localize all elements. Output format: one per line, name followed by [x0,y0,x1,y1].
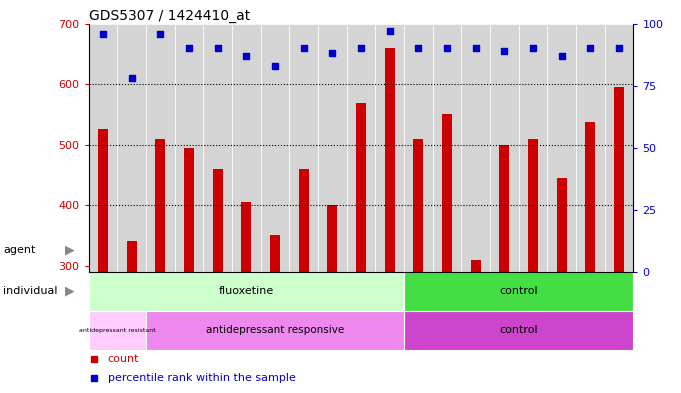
Text: GDS5307 / 1424410_at: GDS5307 / 1424410_at [89,9,250,22]
Bar [241,202,251,272]
Bar [375,24,404,272]
Point [212,45,223,51]
Point [384,28,395,34]
Text: individual: individual [3,286,58,296]
Point [270,62,281,69]
Point [155,30,165,37]
Bar [127,241,137,272]
Bar [385,48,394,272]
Point [499,48,510,54]
Bar [614,87,624,272]
Bar [442,114,452,272]
Point [97,30,108,37]
Point [413,45,424,51]
Bar [155,139,165,272]
Point [89,375,99,381]
Point [298,45,309,51]
Bar [212,169,223,272]
Point [441,45,452,51]
Text: agent: agent [3,244,36,255]
Text: count: count [108,354,139,364]
Point [528,45,539,51]
Bar [356,103,366,272]
Bar [89,272,404,311]
Bar [404,311,633,350]
Bar [89,24,117,272]
Text: control: control [499,325,538,335]
Text: control: control [499,286,538,296]
Bar [98,129,108,272]
Bar [404,272,633,311]
Bar [556,178,567,272]
Point [183,45,194,51]
Bar [347,24,375,272]
Text: percentile rank within the sample: percentile rank within the sample [108,373,296,383]
Text: antidepressant resistant: antidepressant resistant [79,328,155,333]
Text: ▶: ▶ [65,243,74,256]
Bar [174,24,203,272]
Bar [490,24,519,272]
Bar [203,24,232,272]
Point [126,75,137,81]
Bar [471,260,481,272]
Bar [184,148,194,272]
Bar [289,24,318,272]
Point [355,45,366,51]
Bar [232,24,261,272]
Bar [298,169,308,272]
Text: ▶: ▶ [65,284,74,298]
Point [470,45,481,51]
Bar [261,24,289,272]
Bar [585,122,595,272]
Bar [528,139,538,272]
Bar [318,24,347,272]
Bar [146,311,404,350]
Bar [432,24,461,272]
Point [89,355,99,362]
Bar [576,24,605,272]
Point [327,50,338,57]
Bar [146,24,174,272]
Point [556,53,567,59]
Bar [461,24,490,272]
Bar [270,235,280,272]
Point [585,45,596,51]
Bar [89,311,146,350]
Point [241,53,252,59]
Bar [117,24,146,272]
Bar [404,24,432,272]
Text: fluoxetine: fluoxetine [219,286,274,296]
Bar [328,205,337,272]
Bar [413,139,424,272]
Text: antidepressant responsive: antidepressant responsive [206,325,344,335]
Bar [605,24,633,272]
Point [614,45,624,51]
Bar [548,24,576,272]
Bar [519,24,548,272]
Bar [499,145,509,272]
